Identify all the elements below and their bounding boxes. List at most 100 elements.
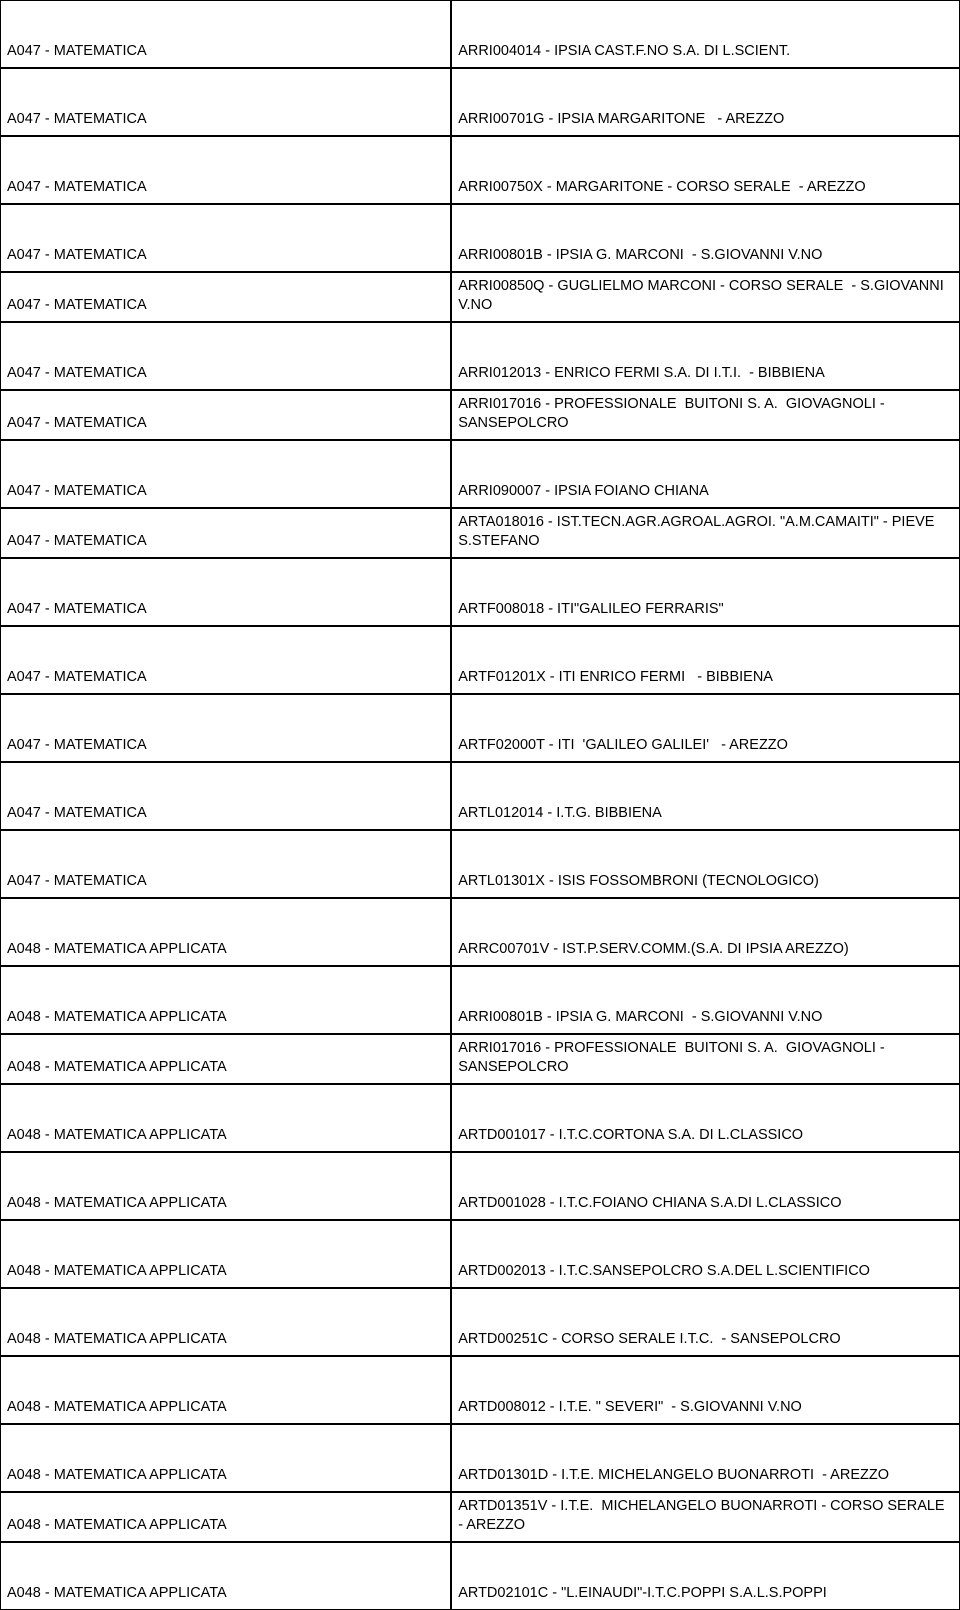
subject-cell: A048 - MATEMATICA APPLICATA bbox=[0, 1152, 451, 1220]
table-row: A048 - MATEMATICA APPLICATAARRI00801B - … bbox=[0, 966, 960, 1034]
school-text: ARTL012014 - I.T.G. BIBBIENA bbox=[452, 800, 959, 829]
table-row: A047 - MATEMATICAARRI012013 - ENRICO FER… bbox=[0, 322, 960, 390]
subject-cell: A047 - MATEMATICA bbox=[0, 390, 451, 440]
school-text: ARRI00801B - IPSIA G. MARCONI - S.GIOVAN… bbox=[452, 1004, 959, 1033]
table-row: A047 - MATEMATICAARTL01301X - ISIS FOSSO… bbox=[0, 830, 960, 898]
school-text: ARTD01301D - I.T.E. MICHELANGELO BUONARR… bbox=[452, 1462, 959, 1491]
school-cell: ARTF02000T - ITI 'GALILEO GALILEI' - ARE… bbox=[451, 694, 960, 762]
school-cell: ARTD008012 - I.T.E. " SEVERI" - S.GIOVAN… bbox=[451, 1356, 960, 1424]
subject-text: A048 - MATEMATICA APPLICATA bbox=[1, 1190, 450, 1219]
subject-text: A047 - MATEMATICA bbox=[1, 410, 450, 439]
subject-text: A047 - MATEMATICA bbox=[1, 242, 450, 271]
school-text: ARRI004014 - IPSIA CAST.F.NO S.A. DI L.S… bbox=[452, 38, 959, 67]
subject-cell: A048 - MATEMATICA APPLICATA bbox=[0, 1542, 451, 1610]
table-row: A048 - MATEMATICA APPLICATAARTD001017 - … bbox=[0, 1084, 960, 1152]
table-row: A047 - MATEMATICAARRI090007 - IPSIA FOIA… bbox=[0, 440, 960, 508]
table-row: A047 - MATEMATICAARTA018016 - IST.TECN.A… bbox=[0, 508, 960, 558]
school-cell: ARTD001028 - I.T.C.FOIANO CHIANA S.A.DI … bbox=[451, 1152, 960, 1220]
school-cell: ARTL012014 - I.T.G. BIBBIENA bbox=[451, 762, 960, 830]
subject-text: A048 - MATEMATICA APPLICATA bbox=[1, 1122, 450, 1151]
subject-cell: A048 - MATEMATICA APPLICATA bbox=[0, 1084, 451, 1152]
subject-text: A048 - MATEMATICA APPLICATA bbox=[1, 1258, 450, 1287]
table-row: A047 - MATEMATICAARRI00801B - IPSIA G. M… bbox=[0, 204, 960, 272]
subject-cell: A047 - MATEMATICA bbox=[0, 626, 451, 694]
table-row: A048 - MATEMATICA APPLICATAARTD001028 - … bbox=[0, 1152, 960, 1220]
subject-cell: A048 - MATEMATICA APPLICATA bbox=[0, 1288, 451, 1356]
school-cell: ARRI012013 - ENRICO FERMI S.A. DI I.T.I.… bbox=[451, 322, 960, 390]
subject-text: A048 - MATEMATICA APPLICATA bbox=[1, 1512, 450, 1541]
subject-text: A047 - MATEMATICA bbox=[1, 800, 450, 829]
subject-cell: A047 - MATEMATICA bbox=[0, 0, 451, 68]
data-table: A047 - MATEMATICAARRI004014 - IPSIA CAST… bbox=[0, 0, 960, 1610]
subject-text: A047 - MATEMATICA bbox=[1, 596, 450, 625]
school-text: ARTD00251C - CORSO SERALE I.T.C. - SANSE… bbox=[452, 1326, 959, 1355]
subject-text: A047 - MATEMATICA bbox=[1, 478, 450, 507]
subject-cell: A047 - MATEMATICA bbox=[0, 68, 451, 136]
table-row: A047 - MATEMATICAARTF008018 - ITI"GALILE… bbox=[0, 558, 960, 626]
school-cell: ARRI00750X - MARGARITONE - CORSO SERALE … bbox=[451, 136, 960, 204]
school-text: ARTF02000T - ITI 'GALILEO GALILEI' - ARE… bbox=[452, 732, 959, 761]
table-row: A047 - MATEMATICAARTF01201X - ITI ENRICO… bbox=[0, 626, 960, 694]
subject-cell: A047 - MATEMATICA bbox=[0, 762, 451, 830]
school-text: ARTD008012 - I.T.E. " SEVERI" - S.GIOVAN… bbox=[452, 1394, 959, 1423]
subject-text: A047 - MATEMATICA bbox=[1, 732, 450, 761]
school-cell: ARRI00801B - IPSIA G. MARCONI - S.GIOVAN… bbox=[451, 204, 960, 272]
subject-cell: A047 - MATEMATICA bbox=[0, 136, 451, 204]
subject-text: A048 - MATEMATICA APPLICATA bbox=[1, 1326, 450, 1355]
table-row: A047 - MATEMATICAARTL012014 - I.T.G. BIB… bbox=[0, 762, 960, 830]
school-cell: ARRI017016 - PROFESSIONALE BUITONI S. A.… bbox=[451, 1034, 960, 1084]
subject-cell: A048 - MATEMATICA APPLICATA bbox=[0, 1220, 451, 1288]
school-text: ARTD001017 - I.T.C.CORTONA S.A. DI L.CLA… bbox=[452, 1122, 959, 1151]
school-text: ARRI017016 - PROFESSIONALE BUITONI S. A.… bbox=[452, 391, 959, 439]
subject-text: A048 - MATEMATICA APPLICATA bbox=[1, 1462, 450, 1491]
subject-cell: A047 - MATEMATICA bbox=[0, 508, 451, 558]
subject-cell: A048 - MATEMATICA APPLICATA bbox=[0, 1492, 451, 1542]
school-text: ARRI00701G - IPSIA MARGARITONE - AREZZO bbox=[452, 106, 959, 135]
school-text: ARTD01351V - I.T.E. MICHELANGELO BUONARR… bbox=[452, 1493, 959, 1541]
table-row: A048 - MATEMATICA APPLICATAARTD002013 - … bbox=[0, 1220, 960, 1288]
school-cell: ARRI017016 - PROFESSIONALE BUITONI S. A.… bbox=[451, 390, 960, 440]
subject-cell: A047 - MATEMATICA bbox=[0, 694, 451, 762]
school-text: ARTD002013 - I.T.C.SANSEPOLCRO S.A.DEL L… bbox=[452, 1258, 959, 1287]
subject-cell: A047 - MATEMATICA bbox=[0, 204, 451, 272]
table-row: A048 - MATEMATICA APPLICATAARTD02101C - … bbox=[0, 1542, 960, 1610]
subject-cell: A047 - MATEMATICA bbox=[0, 558, 451, 626]
subject-text: A047 - MATEMATICA bbox=[1, 528, 450, 557]
subject-cell: A047 - MATEMATICA bbox=[0, 322, 451, 390]
school-cell: ARRC00701V - IST.P.SERV.COMM.(S.A. DI IP… bbox=[451, 898, 960, 966]
school-cell: ARTD002013 - I.T.C.SANSEPOLCRO S.A.DEL L… bbox=[451, 1220, 960, 1288]
school-cell: ARTD00251C - CORSO SERALE I.T.C. - SANSE… bbox=[451, 1288, 960, 1356]
table-row: A047 - MATEMATICAARRI017016 - PROFESSION… bbox=[0, 390, 960, 440]
table-row: A048 - MATEMATICA APPLICATAARTD01351V - … bbox=[0, 1492, 960, 1542]
school-text: ARTF01201X - ITI ENRICO FERMI - BIBBIENA bbox=[452, 664, 959, 693]
table-row: A048 - MATEMATICA APPLICATAARRC00701V - … bbox=[0, 898, 960, 966]
subject-cell: A047 - MATEMATICA bbox=[0, 272, 451, 322]
school-text: ARRI00801B - IPSIA G. MARCONI - S.GIOVAN… bbox=[452, 242, 959, 271]
subject-cell: A048 - MATEMATICA APPLICATA bbox=[0, 1424, 451, 1492]
school-text: ARRI090007 - IPSIA FOIANO CHIANA bbox=[452, 478, 959, 507]
subject-cell: A048 - MATEMATICA APPLICATA bbox=[0, 1356, 451, 1424]
school-cell: ARTD02101C - "L.EINAUDI"-I.T.C.POPPI S.A… bbox=[451, 1542, 960, 1610]
table-row: A048 - MATEMATICA APPLICATAARTD008012 - … bbox=[0, 1356, 960, 1424]
school-cell: ARTD01301D - I.T.E. MICHELANGELO BUONARR… bbox=[451, 1424, 960, 1492]
table-row: A047 - MATEMATICAARRI004014 - IPSIA CAST… bbox=[0, 0, 960, 68]
subject-cell: A048 - MATEMATICA APPLICATA bbox=[0, 966, 451, 1034]
subject-text: A048 - MATEMATICA APPLICATA bbox=[1, 1580, 450, 1609]
subject-text: A047 - MATEMATICA bbox=[1, 106, 450, 135]
subject-text: A047 - MATEMATICA bbox=[1, 174, 450, 203]
subject-text: A048 - MATEMATICA APPLICATA bbox=[1, 1394, 450, 1423]
table-row: A048 - MATEMATICA APPLICATAARTD01301D - … bbox=[0, 1424, 960, 1492]
table-row: A047 - MATEMATICAARRI00850Q - GUGLIELMO … bbox=[0, 272, 960, 322]
subject-text: A047 - MATEMATICA bbox=[1, 664, 450, 693]
school-cell: ARRI00701G - IPSIA MARGARITONE - AREZZO bbox=[451, 68, 960, 136]
table-row: A047 - MATEMATICAARTF02000T - ITI 'GALIL… bbox=[0, 694, 960, 762]
school-text: ARTD02101C - "L.EINAUDI"-I.T.C.POPPI S.A… bbox=[452, 1580, 959, 1609]
school-text: ARRI00750X - MARGARITONE - CORSO SERALE … bbox=[452, 174, 959, 203]
subject-text: A048 - MATEMATICA APPLICATA bbox=[1, 1004, 450, 1033]
subject-cell: A048 - MATEMATICA APPLICATA bbox=[0, 1034, 451, 1084]
subject-text: A048 - MATEMATICA APPLICATA bbox=[1, 936, 450, 965]
school-text: ARTL01301X - ISIS FOSSOMBRONI (TECNOLOGI… bbox=[452, 868, 959, 897]
school-cell: ARTF008018 - ITI"GALILEO FERRARIS" bbox=[451, 558, 960, 626]
school-cell: ARRI004014 - IPSIA CAST.F.NO S.A. DI L.S… bbox=[451, 0, 960, 68]
table-row: A048 - MATEMATICA APPLICATAARRI017016 - … bbox=[0, 1034, 960, 1084]
